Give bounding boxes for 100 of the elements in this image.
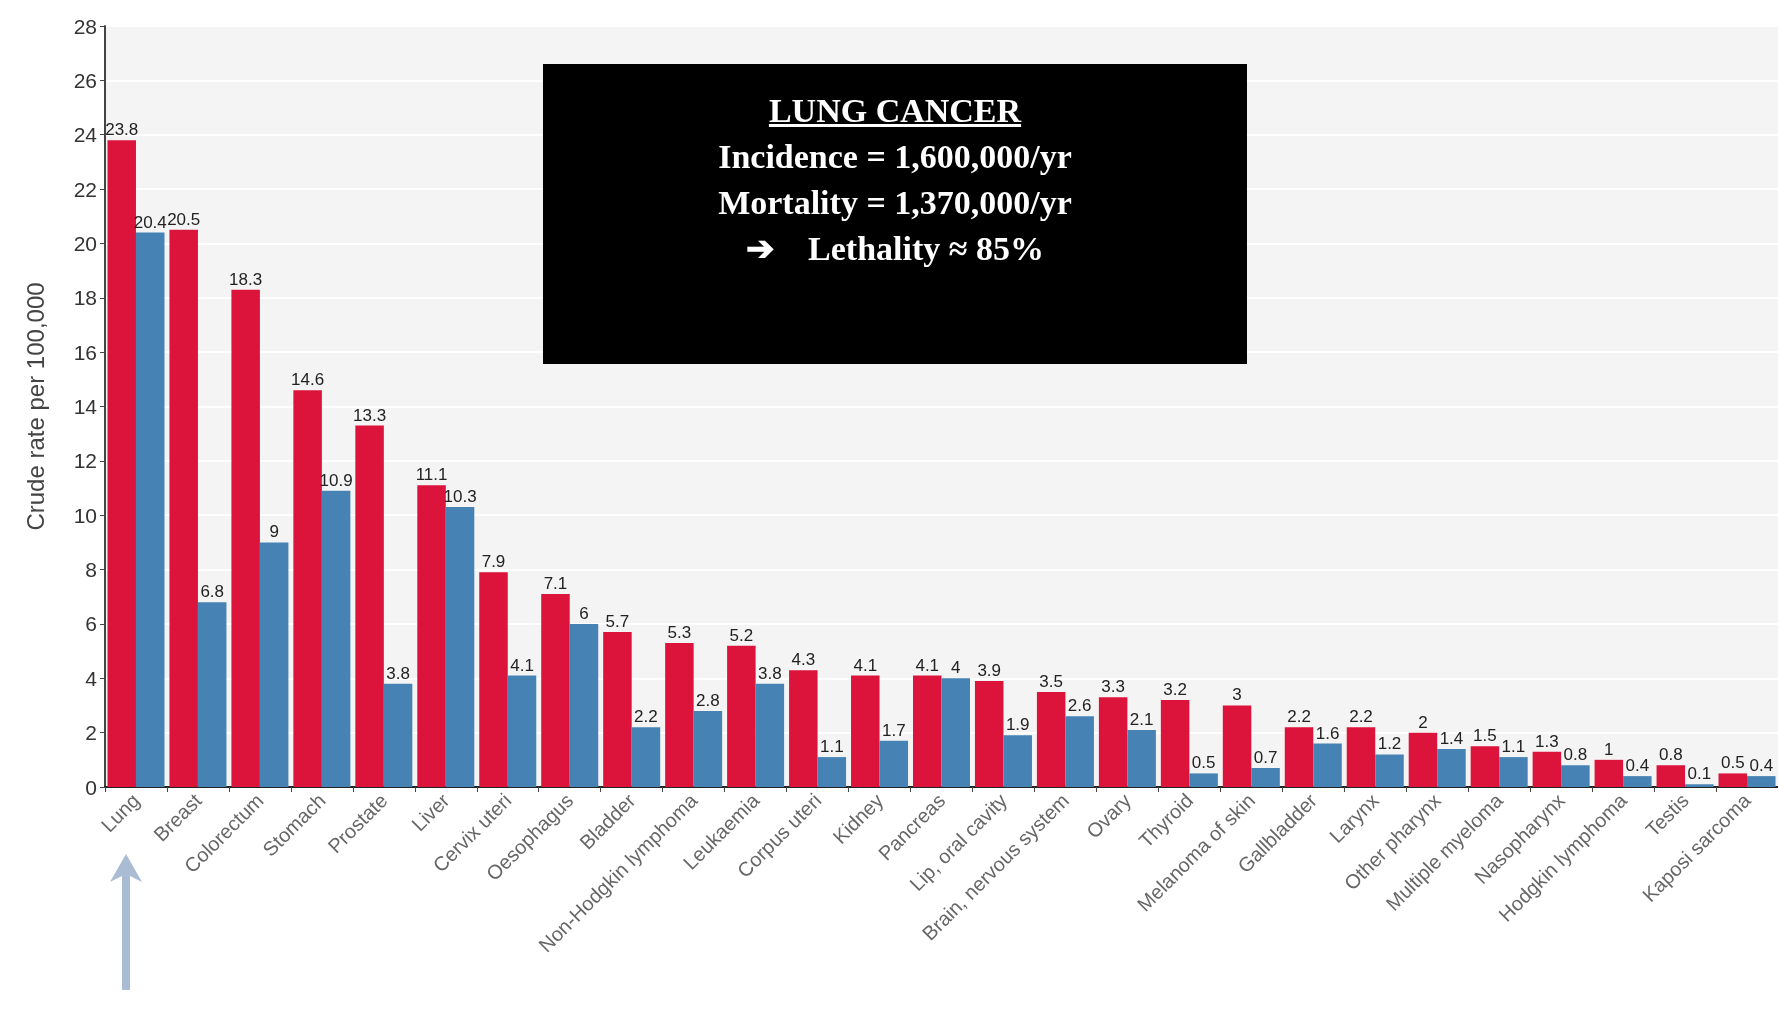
bar [1346,727,1376,787]
bar [1284,727,1314,787]
y-axis-title: Crude rate per 100,000 [21,282,49,531]
bar [1437,748,1466,787]
data-label: 1.1 [1501,737,1526,757]
bar [974,681,1004,787]
bar [1003,735,1032,787]
bar [107,140,136,787]
bar [1718,773,1748,787]
bar [197,602,227,787]
bar [1408,732,1438,787]
bar [1036,691,1066,787]
bar [879,740,909,787]
y-tick-label: 18 [73,286,97,310]
data-label: 7.1 [543,574,568,594]
data-label: 5.3 [667,622,692,642]
data-label: 5.7 [605,612,630,632]
data-label: 4 [951,658,961,678]
annotation: ➔ Lethality ≈ 85% [745,229,1045,269]
bar [603,632,632,787]
data-label: 1.6 [1315,723,1340,743]
data-label: 3.3 [1101,677,1125,697]
y-tick-label: 16 [73,340,97,364]
bar [169,229,198,787]
y-tick-label: 12 [73,449,97,473]
y-tick-label: 24 [73,123,98,147]
data-label: 2.2 [1349,707,1373,727]
y-tick-label: 28 [73,14,97,38]
y-tick-label: 2 [85,721,97,745]
bar [569,623,599,787]
data-label: 20.5 [167,209,201,229]
y-tick-label: 22 [73,177,97,201]
bar [1375,754,1404,787]
bar [321,490,351,787]
bar [259,542,289,787]
bar [507,675,537,787]
data-label: 3.8 [386,663,410,683]
bar [231,289,260,787]
data-label: 5.2 [729,625,754,645]
data-label: 4.1 [853,655,878,675]
bar [1685,784,1714,787]
data-label: 1.2 [1377,734,1402,754]
data-label: 0.1 [1687,764,1712,784]
bar [1189,773,1218,787]
data-label: 0.4 [1749,756,1774,776]
bar [1499,757,1528,787]
data-label: 1 [1604,739,1614,759]
bar [1127,729,1156,787]
data-label: 6 [579,603,589,623]
y-tick-label: 26 [73,68,97,92]
bar [693,710,723,787]
data-label: 23.8 [105,120,139,140]
data-label: 14.6 [291,370,325,390]
data-label: 2.6 [1067,696,1092,716]
bar [1656,765,1686,787]
bar [665,642,694,787]
data-label: 1.1 [820,737,844,757]
data-label: 0.4 [1625,756,1650,776]
data-label: 2.2 [634,707,658,727]
bar [1251,767,1280,787]
bar [445,507,475,787]
bar [1098,697,1128,787]
bar [1160,700,1190,787]
bar [631,727,661,787]
data-label: 0.7 [1253,747,1278,767]
y-tick-label: 0 [85,775,97,799]
data-label: 3.2 [1163,680,1187,700]
annotation: Mortality = 1,370,000/yr [717,183,1073,223]
bar [727,645,756,787]
data-label: 9 [269,522,279,542]
data-label: 3.9 [977,661,1002,680]
bar [851,675,880,787]
bar [1561,765,1590,787]
bar [1532,751,1562,787]
data-label: 11.1 [415,465,448,485]
bar [293,390,322,787]
bar [135,232,165,787]
data-label: 1.7 [881,720,906,740]
bar [541,594,570,787]
data-label: 4.1 [915,655,940,675]
data-label: 2.1 [1129,709,1154,729]
bar [941,678,970,787]
data-label: 0.5 [1720,753,1745,773]
data-label: 4.1 [510,655,534,675]
y-tick-label: 14 [73,395,98,418]
y-tick-label: 10 [73,503,97,527]
bar [1222,705,1252,787]
data-label: 1.5 [1473,726,1497,746]
data-label: 3.8 [758,663,782,683]
data-label: 0.8 [1563,745,1588,765]
annotation: Incidence = 1,600,000/yr [717,137,1073,177]
data-label: 0.5 [1191,753,1216,773]
bar [1470,746,1500,787]
bar [789,670,818,787]
bar [755,683,785,787]
bar [383,683,413,787]
bar [1594,759,1624,787]
y-tick-label: 6 [85,612,97,636]
data-label: 3.5 [1039,671,1063,691]
data-label: 6.8 [200,582,225,602]
